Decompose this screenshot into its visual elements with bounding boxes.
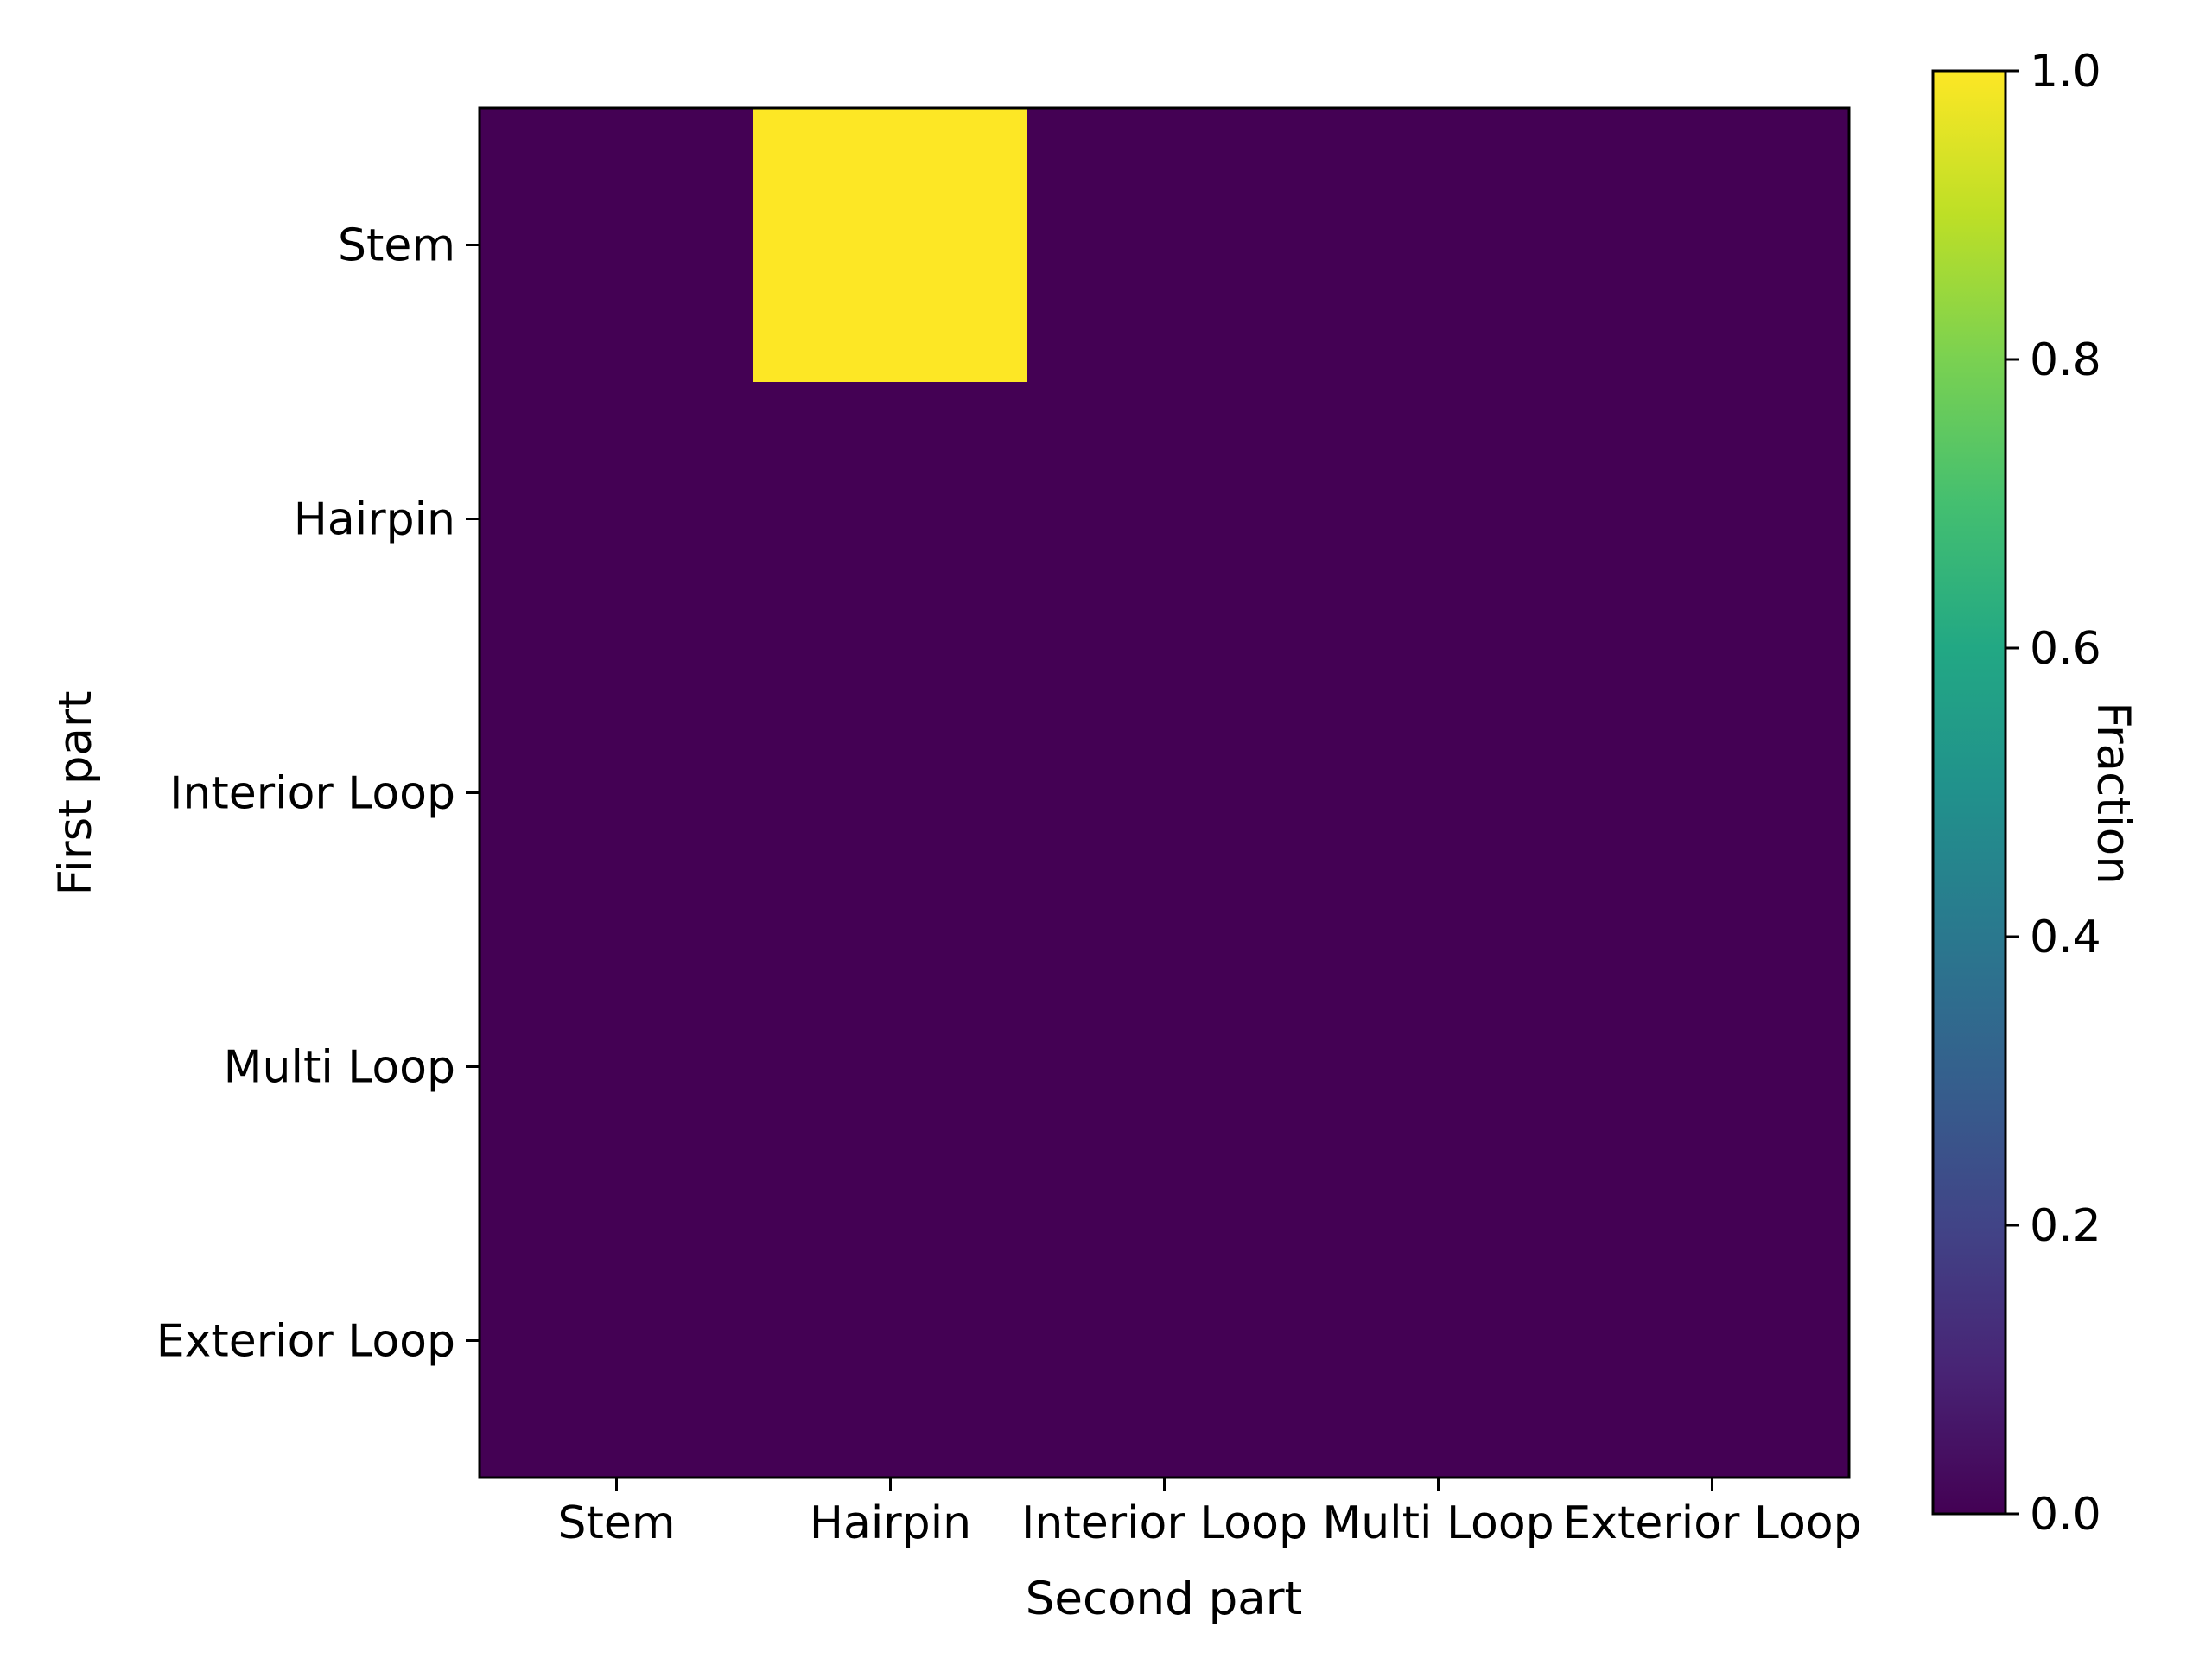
x-tick-label: Stem	[557, 1497, 675, 1549]
heatmap-cell-4-1	[753, 1204, 1028, 1478]
heatmap-cell-1-1	[753, 382, 1028, 657]
x-axis-label: Second part	[1026, 1573, 1303, 1625]
heatmap-cell-0-2	[1027, 108, 1302, 383]
heatmap-cell-0-3	[1301, 108, 1576, 383]
heatmap-cell-1-2	[1027, 382, 1302, 657]
y-axis-ticks: Stem Hairpin Interior Loop Multi Loop Exteri…	[156, 220, 480, 1368]
heatmap-cell-3-3	[1301, 930, 1576, 1205]
x-tick-label: Multi Loop	[1322, 1497, 1554, 1549]
heatmap-cell-0-1	[753, 108, 1028, 383]
heatmap-cell-2-2	[1027, 656, 1302, 931]
heatmap-cell-1-0	[480, 382, 754, 657]
heatmap-cell-0-0	[480, 108, 754, 383]
colorbar-tick-label: 0.8	[2030, 334, 2101, 386]
colorbar-tick-label: 0.2	[2030, 1200, 2101, 1252]
x-tick-label: Interior Loop	[1021, 1497, 1307, 1549]
heatmap-cell-4-3	[1301, 1204, 1576, 1478]
heatmap-cell-1-3	[1301, 382, 1576, 657]
heatmap-cell-2-4	[1575, 656, 1850, 931]
y-tick-label: Multi Loop	[224, 1042, 455, 1094]
heatmap-cells	[480, 108, 1850, 1478]
y-tick-label: Interior Loop	[169, 768, 455, 820]
heatmap-cell-2-0	[480, 656, 754, 931]
x-tick-label: Exterior Loop	[1562, 1497, 1861, 1549]
y-tick-label: Stem	[338, 220, 455, 272]
heatmap-cell-1-4	[1575, 382, 1850, 657]
heatmap-cell-3-1	[753, 930, 1028, 1205]
colorbar-tick-label: 0.0	[2030, 1489, 2101, 1541]
heatmap-cell-0-4	[1575, 108, 1850, 383]
heatmap-cell-3-4	[1575, 930, 1850, 1205]
heatmap-cell-2-1	[753, 656, 1028, 931]
heatmap-cell-3-2	[1027, 930, 1302, 1205]
heatmap-cell-2-3	[1301, 656, 1576, 931]
x-axis-ticks: Stem Hairpin Interior Loop Multi Loop Exteri…	[557, 1478, 1862, 1549]
colorbar	[1931, 69, 2007, 1516]
y-tick-label: Exterior Loop	[156, 1316, 455, 1368]
colorbar-tick-label: 1.0	[2030, 46, 2101, 98]
heatmap-cell-4-0	[480, 1204, 754, 1478]
y-tick-label: Hairpin	[294, 494, 455, 546]
colorbar-label: Fraction	[2087, 702, 2139, 885]
colorbar-tick-label: 0.6	[2030, 623, 2101, 675]
colorbar-ticks: 0.0 0.2 0.4 0.6 0.8 1.0	[2005, 46, 2101, 1541]
x-tick-label: Hairpin	[810, 1497, 971, 1549]
heatmap-cell-3-0	[480, 930, 754, 1205]
heatmap-cell-4-2	[1027, 1204, 1302, 1478]
y-axis-label: First part	[49, 690, 102, 895]
colorbar-tick-label: 0.4	[2030, 912, 2101, 963]
heatmap-cell-4-4	[1575, 1204, 1850, 1478]
